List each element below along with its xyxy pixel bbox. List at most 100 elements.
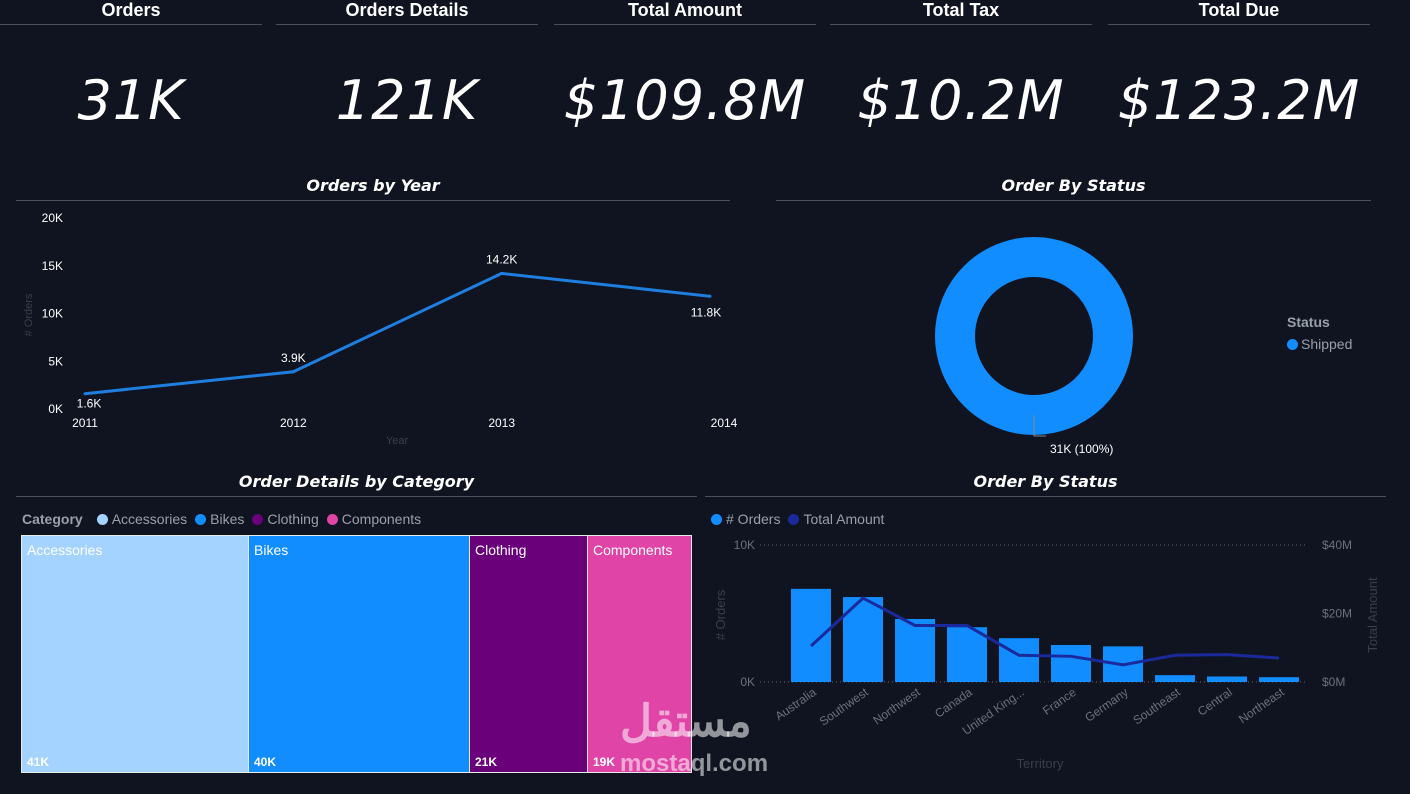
tile-label: Clothing xyxy=(475,542,527,558)
bar-france xyxy=(1051,645,1091,682)
data-label: 14.2K xyxy=(486,252,517,266)
accessories-dot-icon xyxy=(96,513,108,525)
status-legend-title: Status xyxy=(1287,314,1330,330)
clothing-dot-icon xyxy=(252,513,264,525)
legend-item-shipped[interactable]: Shipped xyxy=(1287,336,1352,352)
y2-tick-label: $20M xyxy=(1322,607,1352,621)
y-axis-title: # Orders xyxy=(23,293,35,336)
bar-australia xyxy=(791,588,831,682)
kpi-total-amount: Total Amount $109.8M xyxy=(554,0,816,132)
bar-central xyxy=(1207,676,1247,682)
donut-slice-shipped xyxy=(935,237,1133,435)
orders-by-year-chart: 0K 5K 10K 15K 20K 2011 2012 2013 2014 Year # Order… xyxy=(23,211,738,447)
tile-label: Components xyxy=(593,542,673,558)
x-axis-title: Territory xyxy=(1017,756,1064,771)
order-details-by-category-title: Order Details by Category xyxy=(16,472,697,497)
x-tick-label: Germany xyxy=(1082,685,1130,725)
shipped-dot-icon xyxy=(1287,338,1298,350)
kpi-title: Orders Details xyxy=(276,0,538,25)
x-tick-label: Canada xyxy=(932,685,975,721)
x-tick-label: Australia xyxy=(772,685,819,723)
kpi-value: 31K xyxy=(77,69,185,132)
territory-combo-chart: 0K 10K $0M $20M $40M # Orders Total Amount Aust… xyxy=(713,538,1380,771)
data-label-leader xyxy=(1033,415,1046,437)
legend-item-bikes[interactable]: Bikes xyxy=(210,511,245,527)
kpi-title: Total Amount xyxy=(554,0,816,25)
tile-label: Bikes xyxy=(254,542,289,558)
bar-united-king- xyxy=(999,638,1039,682)
x-axis-title: Year xyxy=(386,435,409,447)
y-axis-title: # Orders xyxy=(713,589,728,640)
data-point xyxy=(500,271,504,275)
components-dot-icon xyxy=(326,513,338,525)
y-tick-label: 0K xyxy=(48,402,63,416)
y2-tick-label: $0M xyxy=(1322,675,1345,689)
data-label: 31K (100%) xyxy=(1050,442,1113,456)
y2-tick-label: $40M xyxy=(1322,538,1352,552)
x-tick-label: 2011 xyxy=(72,416,98,430)
x-tick-label: Southwest xyxy=(817,685,871,729)
legend-item-clothing[interactable]: Clothing xyxy=(267,511,319,527)
kpi-orders-details: Orders Details 121K xyxy=(276,0,538,132)
legend-label: Shipped xyxy=(1301,336,1353,352)
data-label: 1.6K xyxy=(77,397,102,411)
legend-item-total-amount[interactable]: Total Amount xyxy=(803,511,885,527)
x-tick-label: Southeast xyxy=(1130,685,1183,728)
total-amount-line xyxy=(809,596,1280,667)
y-tick-label: 10K xyxy=(42,307,63,321)
y-tick-label: 0K xyxy=(740,675,755,689)
territory-legend: # Orders Total Amount xyxy=(711,511,884,527)
x-tick-label: 2012 xyxy=(280,416,307,430)
treemap-tile-accessories[interactable]: Accessories 41K xyxy=(21,535,249,773)
kpi-total-due: Total Due $123.2M xyxy=(1108,0,1370,132)
y-tick-label: 5K xyxy=(48,354,63,368)
kpi-title: Total Tax xyxy=(830,0,1092,25)
bar-northwest xyxy=(895,618,935,682)
bar-canada xyxy=(947,627,987,682)
legend-item-accessories[interactable]: Accessories xyxy=(111,511,188,527)
orders-line xyxy=(84,271,711,396)
category-legend: Category Accessories Bikes Clothing Comp… xyxy=(22,511,421,527)
kpi-title: Total Due xyxy=(1108,0,1370,25)
data-point xyxy=(83,392,87,396)
x-tick-label: Northeast xyxy=(1236,685,1287,727)
watermark-arabic: مستقل xyxy=(620,697,752,746)
kpi-value: $10.2M xyxy=(857,69,1065,132)
x-tick-label: Northwest xyxy=(870,685,923,728)
data-point xyxy=(291,370,295,374)
bar-southeast xyxy=(1155,675,1195,682)
orders-by-year-title: Orders by Year xyxy=(16,176,730,201)
treemap-tile-components[interactable]: Components 19K xyxy=(587,535,692,773)
total-amount-dot-icon xyxy=(788,513,800,525)
tile-value: 41K xyxy=(27,755,50,769)
tile-value: 19K xyxy=(593,755,616,769)
data-label: 11.8K xyxy=(691,305,721,319)
orders-dot-icon xyxy=(711,513,722,525)
kpi-orders: Orders 31K xyxy=(0,0,262,132)
data-label: 3.9K xyxy=(281,351,306,365)
kpi-value: 121K xyxy=(335,69,479,132)
legend-item-orders[interactable]: # Orders xyxy=(726,511,781,527)
kpi-value: $109.8M xyxy=(563,69,807,132)
legend-item-components[interactable]: Components xyxy=(341,511,422,527)
tile-label: Accessories xyxy=(27,542,103,558)
order-by-status-territory-title: Order By Status xyxy=(705,472,1386,497)
kpi-title: Orders xyxy=(0,0,262,25)
order-by-status-donut: 31K (100%) xyxy=(935,237,1133,456)
y-tick-label: 20K xyxy=(42,211,63,225)
x-tick-label: Central xyxy=(1195,685,1235,719)
data-point xyxy=(708,294,712,298)
category-legend-title: Category xyxy=(22,511,83,527)
kpi-total-tax: Total Tax $10.2M xyxy=(830,0,1092,132)
treemap-tile-bikes[interactable]: Bikes 40K xyxy=(248,535,470,773)
treemap-tile-clothing[interactable]: Clothing 21K xyxy=(469,535,588,773)
y-tick-label: 10K xyxy=(734,538,755,552)
x-tick-label: 2013 xyxy=(488,416,515,430)
status-legend: Status Shipped xyxy=(1287,314,1352,352)
watermark-latin: mostaql.com xyxy=(620,750,769,777)
tile-value: 21K xyxy=(475,755,498,769)
bikes-dot-icon xyxy=(195,513,207,525)
y2-axis-title: Total Amount xyxy=(1365,577,1380,653)
bar-northeast xyxy=(1259,677,1299,682)
x-tick-label: France xyxy=(1040,685,1079,718)
